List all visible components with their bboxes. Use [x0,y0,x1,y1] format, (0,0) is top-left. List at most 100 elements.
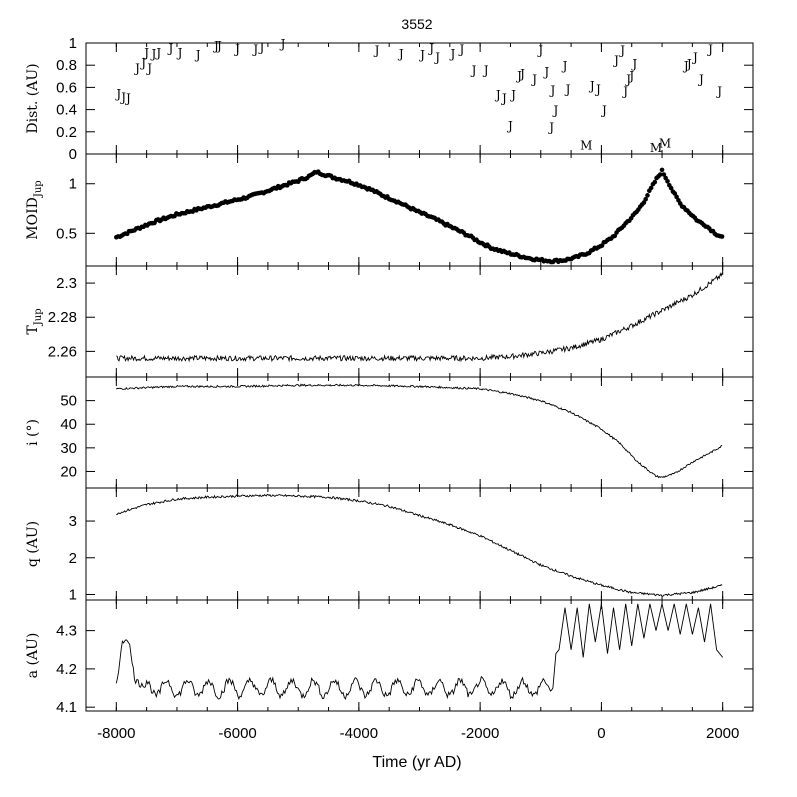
moid-point [657,172,663,177]
jupiter-encounter-marker: J [548,84,555,98]
jupiter-encounter-marker: J [564,83,571,97]
y-axis-label: i (°) [25,419,41,446]
jupiter-encounter-marker: J [706,43,713,57]
jupiter-encounter-marker: J [536,44,543,58]
x-axis-label: Time (yr AD) [372,754,461,771]
mars-encounter-marker: M [580,139,592,153]
jupiter-encounter-marker: J [682,59,689,73]
jupiter-encounter-marker: J [150,47,157,61]
jupiter-encounter-marker: J [233,43,240,57]
jupiter-encounter-marker: J [470,64,477,78]
jupiter-encounter-marker: J [547,120,554,134]
jupiter-encounter-marker: J [124,91,131,105]
panel-inclination: 20 30 40 50 i (°) [25,376,754,489]
jupiter-encounter-marker: J [627,69,634,83]
y-tick-label: 1 [69,35,77,52]
jupiter-encounter-marker: J [427,41,434,55]
chart-title: 3552 [401,16,432,32]
jupiter-encounter-marker: J [448,47,455,61]
moid-point [643,196,648,202]
x-tick-label: -6000 [218,725,256,742]
y-axis-label: q (AU) [25,521,41,567]
jupiter-encounter-marker: J [251,43,258,57]
jupiter-encounter-marker: J [114,87,121,101]
y-tick-label: 2 [69,550,77,567]
y-tick-label: 0.4 [56,102,77,119]
y-axis-label-text: i (°) [25,419,41,446]
x-tick-label: -4000 [340,725,378,742]
moid-point [648,185,654,191]
y-tick-label: 0.8 [56,57,77,74]
y-axis-label-subscript: Jup [33,180,44,198]
y-tick-label: 0 [69,146,77,163]
jupiter-encounter-marker: J [561,59,568,73]
jupiter-encounter-marker: J [194,48,201,62]
jupiter-encounter-marker: J [697,73,704,87]
jupiter-encounter-marker: J [630,57,637,71]
panel-perihelion: 1 2 3 q (AU) [25,487,754,603]
inclination-line [116,383,723,479]
jupiter-encounter-marker: J [482,64,489,78]
y-axis-label: a (AU) [25,633,41,679]
panel-tisserand: 2.26 2.28 2.3 TJup [25,265,754,378]
y-tick-label: 20 [60,463,77,480]
jupiter-encounter-marker: J [691,50,698,64]
moid-point [641,200,647,205]
jupiter-encounter-marker: J [515,69,522,83]
x-tick-label: 0 [597,725,605,742]
y-tick-label: 2.28 [48,309,77,326]
moid-point [661,172,667,177]
jupiter-encounter-marker: J [715,85,722,99]
y-tick-label: 4.2 [56,661,77,678]
y-tick-label: 0.6 [56,79,77,96]
moid-point [659,167,665,173]
jupiter-encounter-marker: J [518,67,525,81]
y-tick-label: 40 [60,416,77,433]
jupiter-encounter-marker: J [588,79,595,93]
y-axis-label-text: q (AU) [25,521,41,567]
panel-frame [85,376,754,489]
y-tick-label: 30 [60,440,77,457]
jupiter-encounter-marker: J [618,44,625,58]
perihelion-line [116,493,723,597]
y-tick-label: 0.2 [56,124,77,141]
jupiter-encounter-marker: J [119,90,126,104]
y-axis-label-text: a (AU) [25,633,41,679]
y-tick-label: 1 [69,176,77,193]
moid-point [612,233,618,239]
moid-point [665,178,670,184]
y-axis-label-text: MOID [25,197,41,240]
jupiter-encounter-marker: J [594,83,601,97]
panel-semimajor_axis: 4.1 4.2 4.3 a (AU) -8000 -6000 -4000 -2000 0 2000 [25,599,754,742]
y-tick-label: 2.26 [48,343,77,360]
y-tick-label: 50 [60,393,77,410]
jupiter-encounter-marker: J [509,88,516,102]
y-tick-label: 4.1 [56,699,77,716]
jupiter-encounter-marker: J [530,73,537,87]
jupiter-encounter-marker: J [494,88,501,102]
x-tick-label: 2000 [706,725,739,742]
jupiter-encounter-marker: J [600,104,607,118]
mars-encounter-marker: M [650,141,662,155]
jupiter-encounter-marker: J [685,57,692,71]
jupiter-encounter-marker: J [458,43,465,57]
y-tick-label: 2.3 [56,275,77,292]
jupiter-encounter-marker: J [542,65,549,79]
moid-point [719,234,725,239]
y-tick-label: 1 [69,586,77,603]
jupiter-encounter-marker: J [145,61,152,75]
panel-frame [85,265,754,378]
moid-point [674,194,679,200]
jupiter-encounter-marker: J [215,39,222,53]
jupiter-encounter-marker: J [176,46,183,60]
y-axis-label-text: T [25,325,41,335]
x-tick-label: -8000 [97,725,135,742]
y-tick-label: 4.3 [56,623,77,640]
y-axis-label-subscript: Jup [33,308,44,326]
moid-point [672,191,678,196]
jupiter-encounter-marker: J [433,50,440,64]
y-axis-label-text: Dist. (AU) [25,63,41,133]
jupiter-encounter-marker: J [621,85,628,99]
panel-frame [85,487,754,601]
